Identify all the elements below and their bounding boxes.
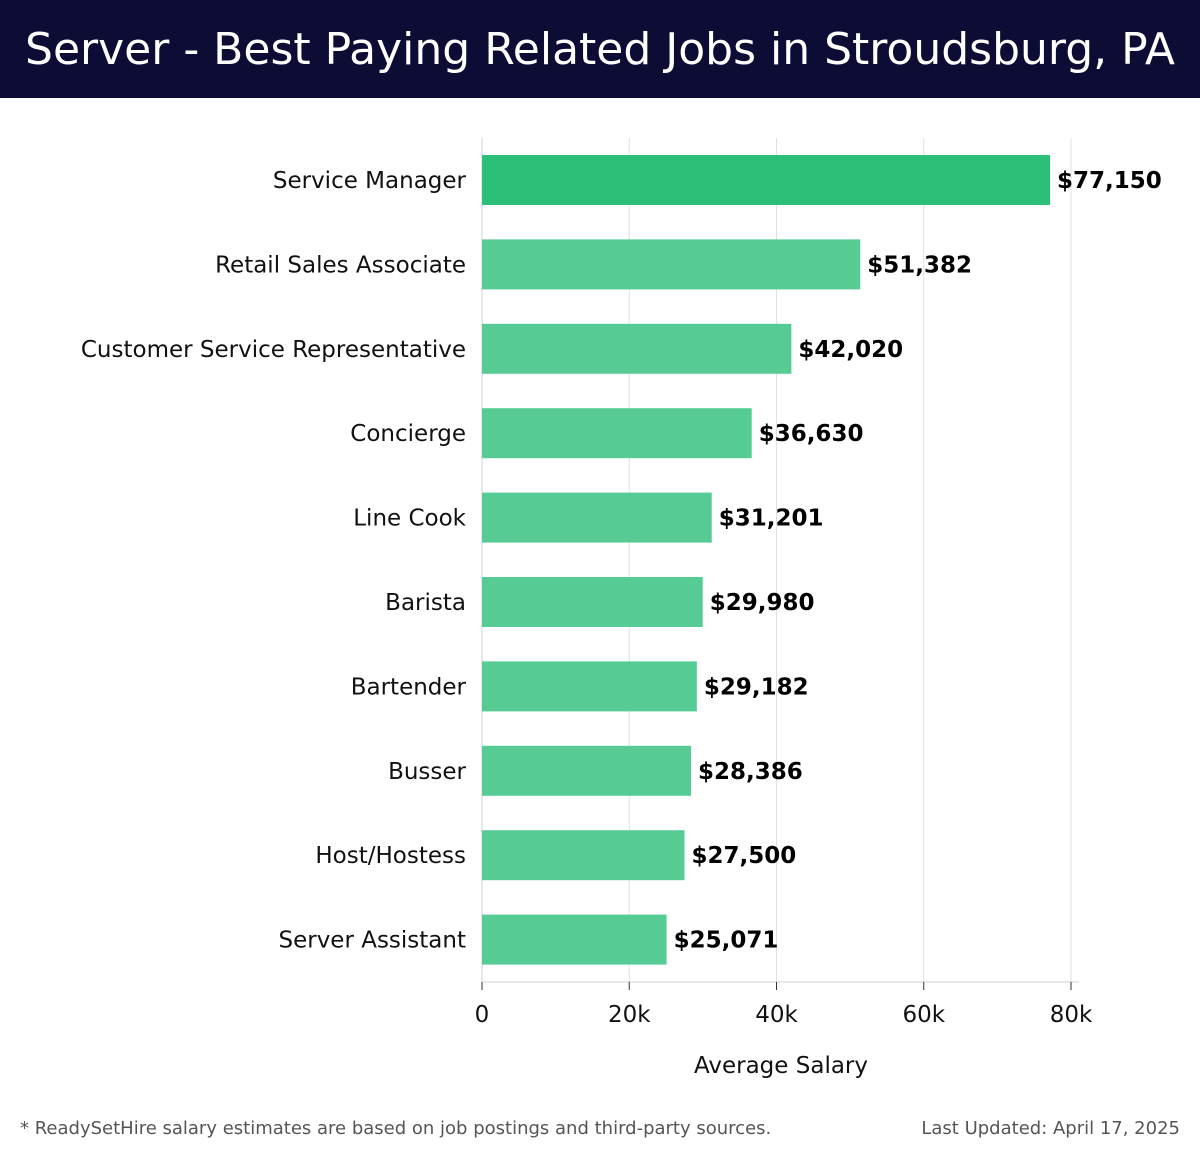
value-label: $29,980 (710, 590, 815, 616)
category-label: Retail Sales Associate (215, 252, 466, 278)
value-label: $31,201 (719, 506, 824, 532)
last-updated: Last Updated: April 17, 2025 (921, 1118, 1180, 1139)
bar-chart: Service Manager $77,150 Retail Sales Assoc… (81, 138, 1162, 1079)
x-tick-label: 40k (755, 1002, 798, 1028)
bar (482, 155, 1051, 205)
footer-note: * ReadySetHire salary estimates are base… (20, 1118, 772, 1139)
bar (482, 577, 703, 627)
category-label: Barista (385, 590, 466, 616)
x-tick-label: 20k (608, 1002, 651, 1028)
bar (482, 323, 792, 374)
category-label: Busser (388, 759, 466, 785)
value-label: $27,500 (691, 843, 796, 869)
value-label: $25,071 (674, 928, 779, 954)
category-label: Bartender (351, 674, 467, 700)
value-label: $77,150 (1057, 168, 1162, 194)
bar (482, 914, 667, 965)
x-tick-label: 0 (475, 1002, 490, 1028)
bar (482, 239, 861, 290)
value-label: $28,386 (698, 759, 803, 785)
bar (482, 830, 685, 881)
category-label: Customer Service Representative (81, 337, 466, 363)
header-banner: Server - Best Paying Related Jobs in Str… (0, 0, 1200, 98)
x-tick-label: 80k (1050, 1002, 1093, 1028)
bar (482, 408, 752, 459)
bar (482, 661, 697, 712)
value-label: $42,020 (798, 337, 903, 363)
category-label: Host/Hostess (315, 843, 466, 869)
x-tick-label: 60k (902, 1002, 945, 1028)
chart-title: Server - Best Paying Related Jobs in Str… (25, 23, 1175, 75)
category-label: Server Assistant (278, 928, 466, 954)
category-label: Concierge (350, 421, 466, 447)
value-label: $36,630 (759, 421, 864, 447)
category-label: Line Cook (353, 506, 466, 532)
value-label: $29,182 (704, 674, 809, 700)
category-label: Service Manager (273, 168, 467, 194)
x-axis-title: Average Salary (694, 1053, 868, 1079)
bar (482, 745, 691, 796)
value-label: $51,382 (867, 252, 972, 278)
bar (482, 492, 712, 543)
